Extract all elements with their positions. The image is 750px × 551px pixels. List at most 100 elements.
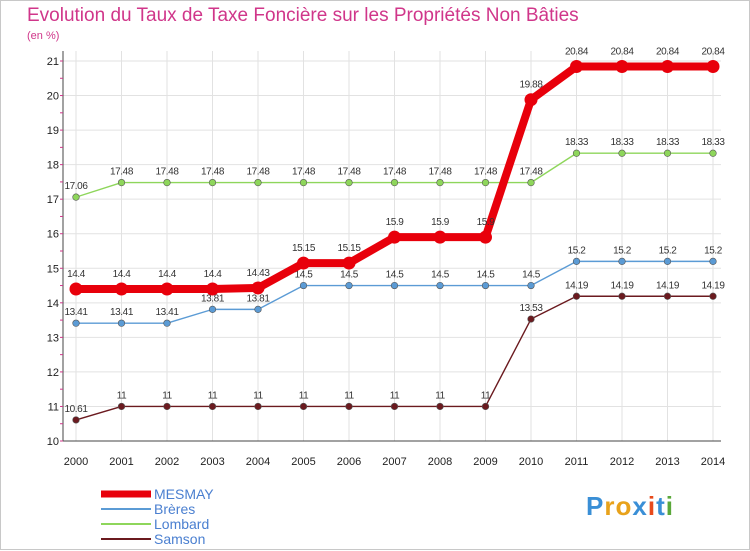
y-tick-label: 11 bbox=[48, 401, 59, 413]
data-point bbox=[163, 179, 171, 187]
data-label: 14.4 bbox=[113, 269, 132, 280]
data-point bbox=[436, 402, 444, 411]
data-label: 17.48 bbox=[110, 167, 134, 178]
data-label: 14.5 bbox=[386, 270, 405, 281]
data-point bbox=[390, 281, 399, 290]
data-label: 14.5 bbox=[340, 270, 359, 281]
data-point bbox=[69, 282, 83, 296]
data-label: 11 bbox=[208, 390, 218, 401]
x-tick-label: 2003 bbox=[200, 456, 224, 468]
data-point bbox=[709, 292, 717, 300]
data-label: 20.84 bbox=[701, 47, 725, 58]
data-point bbox=[72, 416, 80, 424]
x-tick-label: 2000 bbox=[64, 456, 88, 468]
data-label: 17.48 bbox=[246, 167, 270, 178]
logo-letter: P bbox=[586, 491, 605, 521]
data-point bbox=[254, 305, 262, 313]
data-point bbox=[251, 281, 265, 295]
data-label: 17.48 bbox=[292, 167, 316, 178]
data-point bbox=[618, 257, 626, 265]
data-label: 14.4 bbox=[158, 269, 177, 280]
x-tick-label: 2012 bbox=[610, 456, 634, 468]
data-point bbox=[709, 149, 717, 157]
data-point bbox=[572, 292, 581, 300]
data-point bbox=[208, 179, 217, 187]
data-point bbox=[663, 149, 672, 157]
data-point bbox=[208, 305, 217, 313]
data-label: 15.2 bbox=[704, 245, 723, 256]
data-label: 11 bbox=[435, 390, 445, 401]
x-tick-label: 2009 bbox=[473, 456, 497, 468]
data-point bbox=[160, 282, 174, 296]
data-label: 20.84 bbox=[656, 47, 680, 58]
data-point bbox=[299, 281, 308, 290]
data-point bbox=[299, 179, 308, 187]
data-label: 17.48 bbox=[201, 167, 225, 178]
data-point bbox=[115, 282, 128, 296]
data-point bbox=[479, 230, 492, 244]
data-label: 15.9 bbox=[477, 217, 496, 228]
data-point bbox=[345, 402, 353, 411]
data-label: 18.33 bbox=[610, 137, 634, 148]
data-point bbox=[163, 402, 171, 411]
logo-letter: t bbox=[656, 491, 666, 521]
data-label: 15.2 bbox=[613, 245, 632, 256]
proxiti-logo: Proxiti bbox=[586, 491, 674, 522]
x-tick-label: 2013 bbox=[655, 456, 679, 468]
data-label: 15.15 bbox=[337, 243, 361, 254]
data-point bbox=[297, 256, 310, 270]
data-label: 14.19 bbox=[656, 280, 680, 291]
x-tick-label: 2001 bbox=[109, 456, 133, 468]
x-tick-label: 2010 bbox=[519, 456, 543, 468]
y-tick-label: 21 bbox=[47, 56, 59, 68]
data-label: 13.81 bbox=[246, 293, 270, 304]
x-tick-label: 2006 bbox=[337, 456, 361, 468]
data-point bbox=[436, 281, 444, 290]
data-point bbox=[254, 179, 262, 187]
y-tick-label: 15 bbox=[47, 263, 59, 275]
y-tick-label: 16 bbox=[47, 229, 59, 241]
data-label: 11 bbox=[481, 390, 491, 401]
data-point bbox=[481, 402, 490, 411]
data-label: 11 bbox=[299, 390, 309, 401]
data-point bbox=[433, 230, 447, 244]
data-label: 15.15 bbox=[292, 243, 316, 254]
plot-area bbox=[63, 51, 721, 441]
data-label: 11 bbox=[117, 390, 127, 401]
data-label: 14.5 bbox=[295, 270, 314, 281]
data-point bbox=[299, 402, 308, 411]
data-point bbox=[390, 179, 399, 187]
data-label: 14.19 bbox=[701, 280, 725, 291]
data-point bbox=[618, 149, 626, 157]
data-label: 15.9 bbox=[386, 217, 405, 228]
data-label: 15.9 bbox=[431, 217, 450, 228]
data-point bbox=[663, 257, 672, 265]
data-label: 11 bbox=[253, 390, 263, 401]
data-label: 13.41 bbox=[110, 307, 134, 318]
data-label: 20.84 bbox=[610, 47, 634, 58]
data-label: 10.61 bbox=[64, 404, 88, 415]
data-label: 14.5 bbox=[431, 270, 450, 281]
y-tick-label: 13 bbox=[47, 332, 59, 344]
data-label: 18.33 bbox=[565, 137, 589, 148]
data-label: 15.2 bbox=[659, 245, 678, 256]
data-point bbox=[388, 230, 401, 244]
data-point bbox=[481, 179, 490, 187]
data-point bbox=[709, 257, 717, 265]
y-tick-label: 18 bbox=[47, 160, 59, 172]
data-point bbox=[527, 315, 535, 323]
data-point bbox=[527, 179, 535, 187]
data-label: 17.48 bbox=[155, 167, 179, 178]
data-point bbox=[72, 193, 80, 201]
data-label: 17.06 bbox=[64, 181, 88, 192]
data-label: 13.53 bbox=[519, 303, 543, 314]
data-point bbox=[254, 402, 262, 411]
x-tick-label: 2008 bbox=[428, 456, 452, 468]
data-point bbox=[345, 179, 353, 187]
chart-unit: (en %) bbox=[27, 30, 60, 42]
data-point bbox=[436, 179, 444, 187]
data-label: 11 bbox=[344, 390, 354, 401]
data-point bbox=[390, 402, 399, 411]
data-label: 13.41 bbox=[64, 307, 88, 318]
